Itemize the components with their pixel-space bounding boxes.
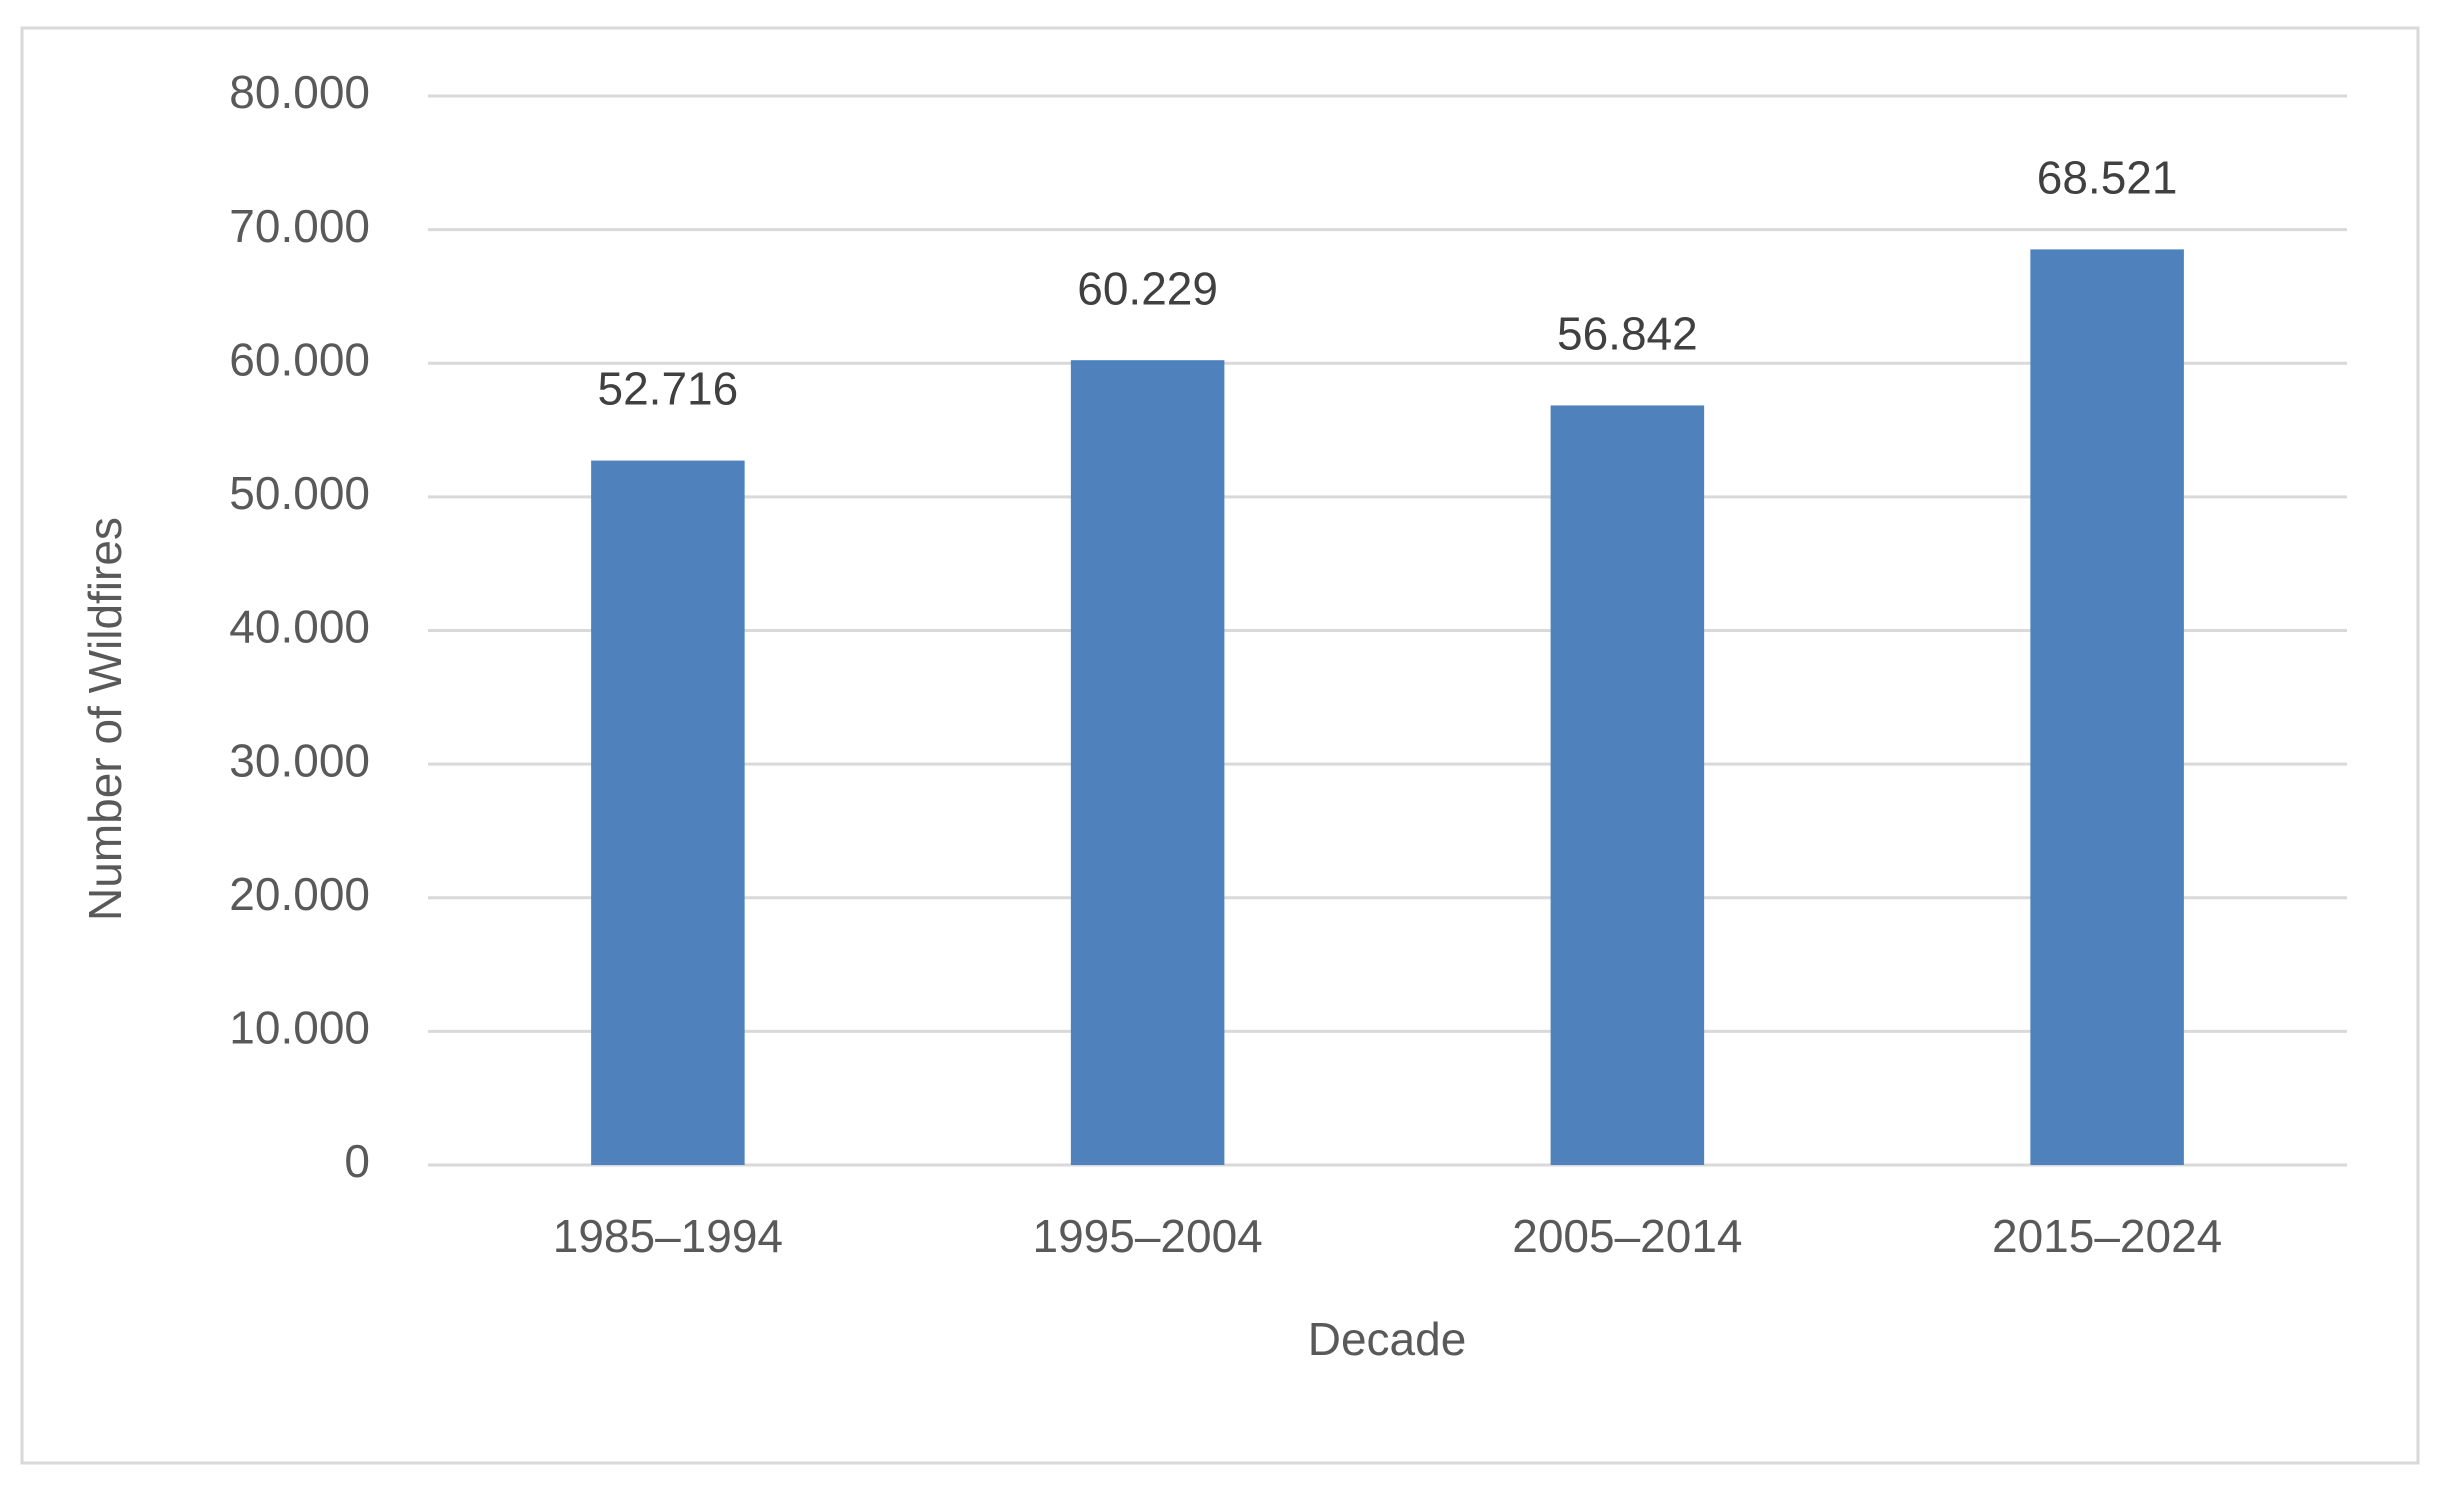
y-tick-label: 80.000 — [229, 66, 370, 118]
x-tick-label: 2015–2024 — [1992, 1210, 2222, 1262]
y-tick-label: 10.000 — [229, 1002, 370, 1054]
x-axis-label: Decade — [1308, 1313, 1467, 1365]
bar — [1070, 360, 1225, 1165]
y-axis-label: Number of Wildfires — [79, 517, 131, 921]
x-tick-label: 1985–1994 — [553, 1210, 783, 1262]
y-tick-label: 0 — [344, 1135, 370, 1187]
bar — [1550, 405, 1705, 1166]
x-tick-label: 2005–2014 — [1512, 1210, 1742, 1262]
data-label: 56.842 — [1557, 308, 1698, 360]
y-tick-label: 60.000 — [229, 333, 370, 385]
bar — [2030, 249, 2184, 1166]
bar — [591, 460, 745, 1165]
data-label: 68.521 — [2037, 152, 2178, 204]
y-tick-label: 40.000 — [229, 601, 370, 653]
y-tick-label: 20.000 — [229, 868, 370, 920]
data-label: 52.716 — [598, 363, 739, 415]
y-tick-label: 30.000 — [229, 734, 370, 786]
data-label: 60.229 — [1077, 262, 1218, 314]
x-tick-label: 1995–2004 — [1033, 1210, 1263, 1262]
y-tick-label: 50.000 — [229, 467, 370, 519]
y-tick-label: 70.000 — [229, 200, 370, 252]
